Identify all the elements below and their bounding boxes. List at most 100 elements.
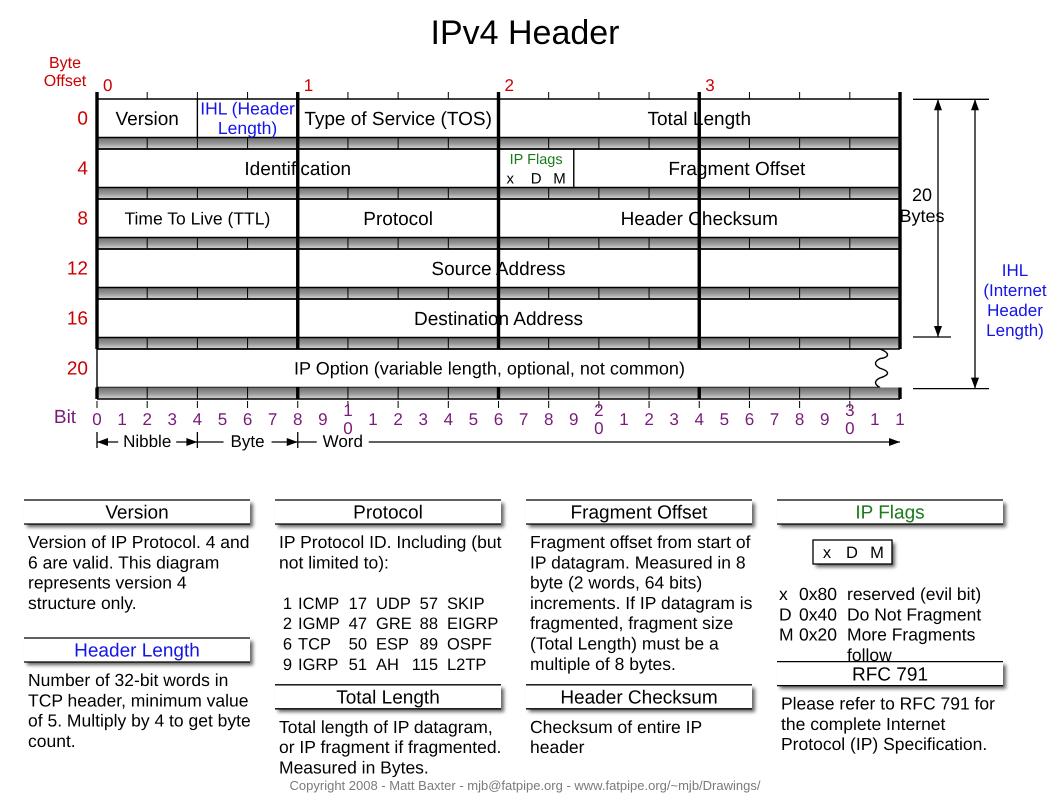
svg-text:3: 3 (168, 410, 177, 429)
svg-text:Header: Header (987, 301, 1043, 320)
svg-text:0x40: 0x40 (799, 604, 837, 624)
svg-text:IP Flags: IP Flags (855, 503, 924, 524)
svg-text:1: 1 (304, 76, 313, 95)
svg-text:reserved (evil bit): reserved (evil bit) (847, 584, 981, 604)
svg-text:Total Length: Total Length (336, 687, 440, 708)
svg-text:2: 2 (393, 410, 402, 429)
svg-text:increments. If IP datagram is: increments. If IP datagram is (530, 593, 753, 613)
svg-text:1: 1 (619, 410, 628, 429)
svg-text:9: 9 (318, 410, 327, 429)
svg-text:0: 0 (594, 419, 603, 438)
svg-text:IHL (Header: IHL (Header (200, 99, 295, 119)
svg-text:4: 4 (193, 410, 202, 429)
svg-text:5: 5 (720, 410, 729, 429)
svg-text:IP Protocol ID. Including (bu: IP Protocol ID. Including (but (279, 532, 502, 552)
svg-text:2: 2 (142, 410, 151, 429)
svg-text:Byte: Byte (49, 55, 81, 72)
svg-text:57: 57 (420, 595, 438, 613)
svg-text:3: 3 (418, 410, 427, 429)
svg-text:6: 6 (745, 410, 754, 429)
svg-text:Protocol (IP) Specification.: Protocol (IP) Specification. (781, 734, 987, 754)
svg-text:47: 47 (349, 615, 367, 633)
svg-text:multiple of 8 bytes.: multiple of 8 bytes. (530, 654, 676, 674)
svg-text:Byte: Byte (231, 432, 265, 451)
svg-text:Version: Version (116, 109, 179, 130)
svg-text:IP Option (variable length, op: IP Option (variable length, optional, no… (294, 359, 685, 379)
svg-text:Version: Version (105, 503, 168, 524)
svg-text:x: x (507, 170, 515, 187)
svg-text:20: 20 (912, 185, 932, 205)
svg-text:Version of IP Protocol. 4 and: Version of IP Protocol. 4 and (28, 532, 249, 552)
svg-text:3: 3 (705, 76, 714, 95)
svg-text:Length): Length) (218, 118, 277, 138)
svg-text:Type of Service (TOS): Type of Service (TOS) (304, 109, 492, 130)
svg-text:Identification: Identification (244, 159, 351, 180)
svg-text:51: 51 (349, 656, 367, 674)
svg-text:byte (2 words, 64 bits): byte (2 words, 64 bits) (530, 573, 702, 593)
svg-text:0: 0 (103, 76, 112, 95)
svg-text:structure only.: structure only. (28, 593, 137, 613)
svg-text:0: 0 (77, 108, 88, 129)
svg-text:0x80: 0x80 (799, 584, 837, 604)
svg-text:Protocol: Protocol (363, 209, 433, 230)
svg-text:More Fragments: More Fragments (847, 625, 976, 645)
svg-text:17: 17 (349, 595, 367, 613)
svg-text:header: header (530, 737, 585, 757)
svg-text:M: M (870, 544, 884, 562)
svg-text:4: 4 (695, 410, 704, 429)
svg-text:2: 2 (594, 401, 603, 420)
svg-text:1: 1 (895, 410, 904, 429)
svg-text:0x20: 0x20 (799, 625, 837, 645)
svg-text:ICMP: ICMP (298, 595, 339, 613)
svg-text:12: 12 (67, 258, 88, 279)
svg-text:8: 8 (544, 410, 553, 429)
svg-text:5: 5 (218, 410, 227, 429)
svg-text:2: 2 (283, 615, 292, 633)
svg-text:not limited to):: not limited to): (279, 552, 389, 572)
svg-text:L2TP: L2TP (447, 656, 486, 674)
svg-text:TCP: TCP (298, 636, 331, 654)
svg-text:6: 6 (243, 410, 252, 429)
svg-text:7: 7 (519, 410, 528, 429)
svg-text:IGMP: IGMP (298, 615, 340, 633)
svg-text:SKIP: SKIP (447, 595, 485, 613)
svg-text:or IP fragment if fragmented.: or IP fragment if fragmented. (279, 737, 501, 757)
svg-text:Fragment Offset: Fragment Offset (571, 503, 709, 524)
svg-text:IHL: IHL (1002, 261, 1028, 280)
svg-text:16: 16 (67, 308, 88, 329)
svg-text:2: 2 (644, 410, 653, 429)
svg-text:IP datagram. Measured in 8: IP datagram. Measured in 8 (530, 552, 746, 572)
svg-text:8: 8 (795, 410, 804, 429)
svg-text:3: 3 (845, 401, 854, 420)
svg-text:(Internet: (Internet (983, 281, 1047, 300)
svg-text:89: 89 (420, 636, 438, 654)
svg-text:D: D (846, 544, 858, 562)
svg-text:8: 8 (293, 410, 302, 429)
svg-text:7: 7 (268, 410, 277, 429)
svg-text:0: 0 (845, 419, 854, 438)
svg-text:6: 6 (283, 636, 292, 654)
svg-text:EIGRP: EIGRP (447, 615, 498, 633)
svg-text:(Total Length) must be a: (Total Length) must be a (530, 634, 719, 654)
svg-text:ESP: ESP (376, 636, 409, 654)
svg-text:count.: count. (28, 731, 76, 751)
svg-text:115: 115 (412, 656, 438, 674)
svg-text:Total Length: Total Length (647, 109, 751, 130)
svg-text:Nibble: Nibble (123, 432, 171, 451)
svg-text:4: 4 (77, 158, 88, 179)
svg-text:9: 9 (569, 410, 578, 429)
svg-text:5: 5 (469, 410, 478, 429)
svg-text:Bit: Bit (54, 407, 77, 428)
svg-text:fragmented, fragment size: fragmented, fragment size (530, 613, 733, 633)
svg-text:Source Address: Source Address (431, 259, 565, 280)
svg-text:1: 1 (368, 410, 377, 429)
svg-text:Number of 32-bit words in: Number of 32-bit words in (28, 670, 228, 690)
svg-text:7: 7 (770, 410, 779, 429)
svg-text:Fragment Offset: Fragment Offset (668, 159, 806, 180)
svg-text:Offset: Offset (44, 73, 87, 90)
svg-text:Fragment offset from start of: Fragment offset from start of (530, 532, 751, 552)
svg-text:6 are valid. This diagram: 6 are valid. This diagram (28, 552, 219, 572)
svg-text:Length): Length) (986, 321, 1044, 340)
svg-text:AH: AH (376, 656, 399, 674)
svg-text:Header Checksum: Header Checksum (621, 209, 778, 230)
